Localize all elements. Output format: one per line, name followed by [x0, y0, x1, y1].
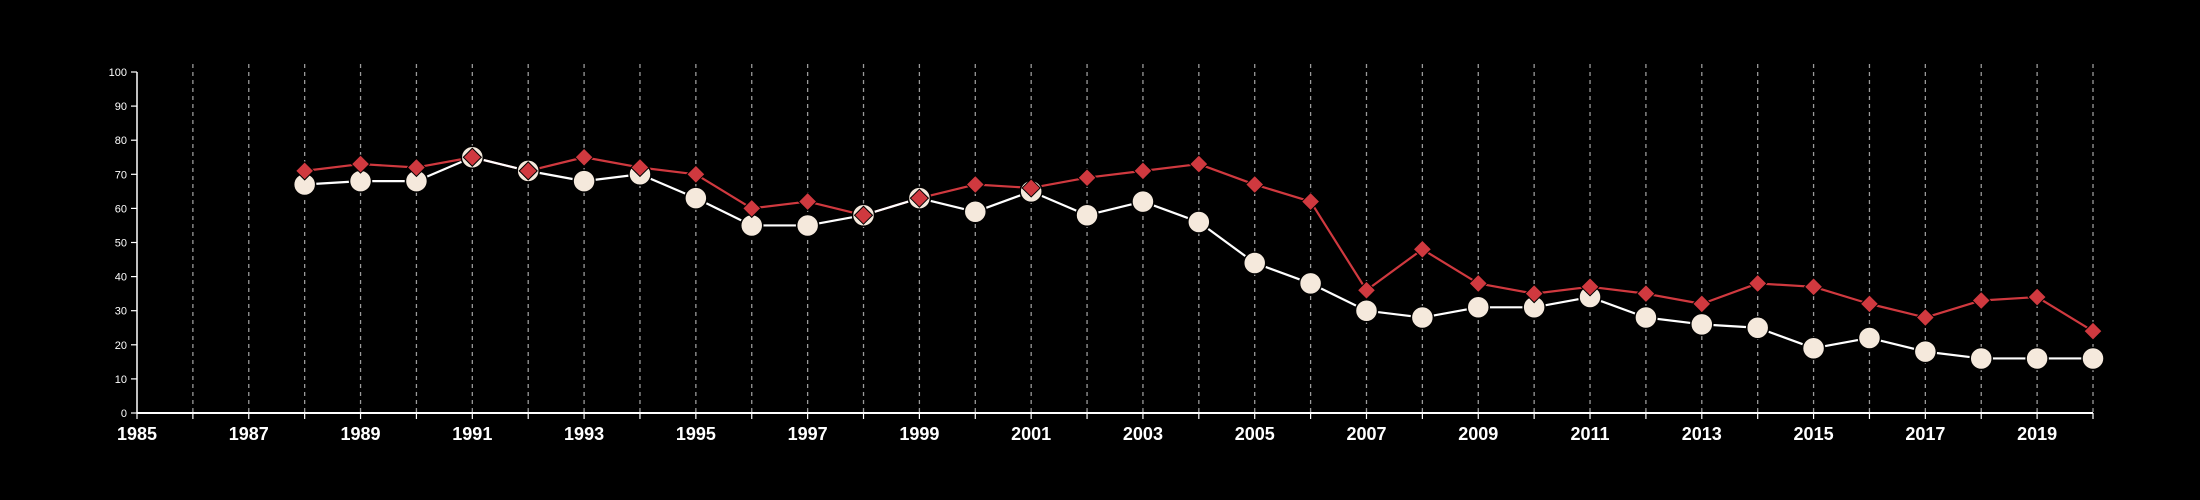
data-point-circle-2018 — [1969, 346, 1993, 371]
data-point-diamond-2008 — [1412, 239, 1433, 260]
y-tick-label-20: 20 — [115, 340, 127, 352]
data-point-circle-2008 — [1410, 305, 1435, 330]
data-point-diamond-2013 — [1692, 294, 1712, 314]
data-point-circle-2000 — [963, 200, 988, 224]
data-point-diamond-1994 — [630, 157, 650, 178]
data-point-circle-2017 — [1913, 339, 1938, 364]
data-point-diamond-2002 — [1077, 168, 1097, 188]
data-point-circle-2006 — [1298, 271, 1323, 296]
data-point-diamond-2005 — [1245, 174, 1265, 195]
x-tick-label-1987: 1987 — [229, 424, 269, 444]
data-point-diamond-1990 — [406, 157, 427, 178]
data-point-diamond-1988 — [294, 161, 315, 181]
data-point-diamond-2012 — [1636, 283, 1656, 304]
x-tick-label-2019: 2019 — [2017, 424, 2057, 444]
data-point-diamond-2018 — [1971, 290, 1991, 311]
x-tick-label-2003: 2003 — [1123, 424, 1163, 444]
data-point-diamond-1999 — [909, 188, 930, 208]
data-point-diamond-2019 — [2027, 287, 2047, 307]
data-point-diamond-2014 — [1747, 273, 1768, 294]
y-tick-label-70: 70 — [115, 169, 127, 181]
data-point-diamond-2009 — [1468, 273, 1488, 294]
data-point-diamond-1998 — [853, 205, 874, 225]
y-tick-label-10: 10 — [115, 374, 127, 386]
x-tick-label-1985: 1985 — [117, 424, 157, 444]
data-point-circle-2005 — [1242, 251, 1267, 275]
x-tick-label-1999: 1999 — [899, 424, 939, 444]
data-point-circle-2016 — [1857, 326, 1882, 350]
data-point-diamond-2001 — [1021, 178, 1041, 198]
data-point-diamond-2010 — [1524, 283, 1544, 304]
data-point-circle-2007 — [1354, 298, 1379, 323]
data-point-diamond-1995 — [686, 164, 706, 185]
x-tick-label-2007: 2007 — [1346, 424, 1386, 444]
data-point-diamond-2017 — [1915, 307, 1936, 328]
data-point-diamond-2006 — [1300, 191, 1321, 212]
x-tick-label-1989: 1989 — [341, 424, 381, 444]
data-point-diamond-2020 — [2083, 321, 2103, 341]
y-tick-label-0: 0 — [121, 408, 127, 420]
data-point-diamond-2007 — [1356, 280, 1377, 300]
data-point-circle-2013 — [1690, 312, 1714, 337]
y-tick-label-30: 30 — [115, 306, 127, 318]
data-point-circle-2002 — [1075, 203, 1099, 227]
data-point-diamond-2004 — [1189, 154, 1209, 174]
data-point-circle-1995 — [684, 186, 708, 210]
x-tick-label-1997: 1997 — [788, 424, 828, 444]
y-tick-label-80: 80 — [115, 135, 127, 147]
data-point-circle-1993 — [572, 169, 596, 193]
data-point-diamond-1991 — [462, 147, 483, 167]
data-point-circle-2004 — [1187, 210, 1211, 234]
x-tick-label-1993: 1993 — [564, 424, 604, 444]
data-point-diamond-1993 — [574, 147, 594, 167]
axes: 0 10 20 30 40 50 60 70 80 90 100 1985 1987 1989 1991 19… — [109, 67, 2094, 444]
data-point-circle-2003 — [1131, 189, 1155, 214]
x-tick-label-2011: 2011 — [1570, 424, 1609, 444]
data-point-diamond-1989 — [350, 154, 371, 174]
y-tick-label-90: 90 — [115, 101, 127, 113]
x-tick-label-1995: 1995 — [676, 424, 716, 444]
x-tick-label-2009: 2009 — [1458, 424, 1498, 444]
x-tick-label-2015: 2015 — [1794, 424, 1834, 444]
y-tick-label-50: 50 — [115, 238, 127, 250]
data-point-circle-2009 — [1466, 295, 1491, 320]
data-point-diamond-2011 — [1580, 277, 1600, 297]
data-point-diamond-1992 — [518, 161, 538, 181]
y-tick-label-100: 100 — [109, 67, 127, 79]
data-markers — [292, 145, 2105, 371]
x-tick-label-2017: 2017 — [1905, 424, 1945, 444]
y-tick-label-40: 40 — [115, 272, 127, 284]
y-tick-label-60: 60 — [115, 203, 127, 215]
data-point-circle-2020 — [2081, 346, 2105, 371]
x-tick-label-1991: 1991 — [452, 424, 492, 444]
data-point-circle-2014 — [1745, 316, 1770, 340]
data-point-circle-2019 — [2025, 346, 2049, 371]
data-point-diamond-2003 — [1133, 161, 1153, 181]
data-point-circle-2015 — [1801, 336, 1826, 360]
data-point-diamond-1996 — [742, 198, 762, 219]
grid-lines — [192, 64, 2094, 413]
x-tick-label-2013: 2013 — [1682, 424, 1722, 444]
data-point-circle-1997 — [795, 213, 820, 238]
data-point-diamond-2000 — [965, 174, 985, 195]
x-tick-label-2005: 2005 — [1235, 424, 1275, 444]
data-point-diamond-2015 — [1803, 277, 1824, 297]
data-point-circle-2012 — [1634, 305, 1658, 330]
data-point-diamond-2016 — [1859, 294, 1880, 314]
x-tick-label-2001: 2001 — [1011, 424, 1051, 444]
data-point-diamond-1997 — [797, 191, 818, 212]
